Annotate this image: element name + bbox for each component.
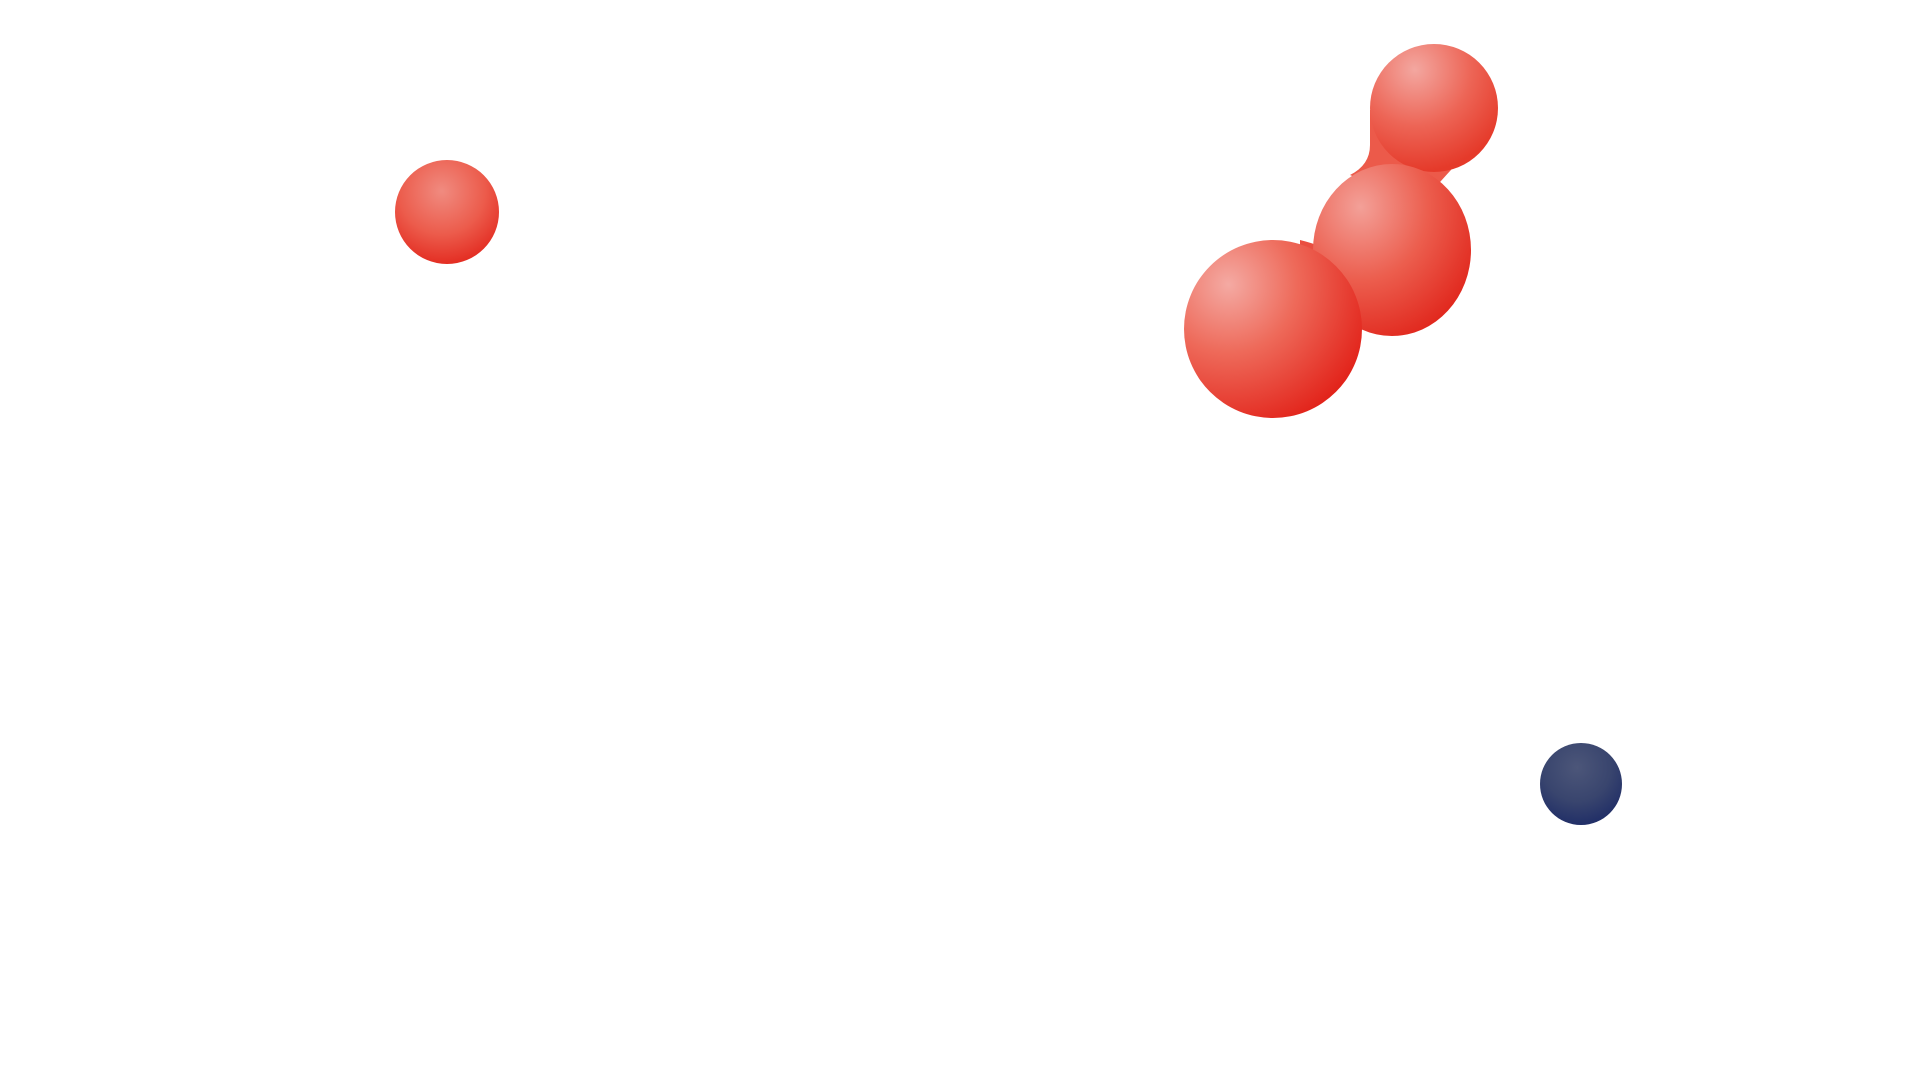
blob-lobe-top — [1370, 44, 1498, 172]
small-navy-sphere — [1540, 743, 1622, 825]
small-red-sphere — [395, 160, 499, 264]
blob-lobe-large — [1184, 240, 1362, 418]
red-blob-cluster — [1184, 44, 1498, 418]
